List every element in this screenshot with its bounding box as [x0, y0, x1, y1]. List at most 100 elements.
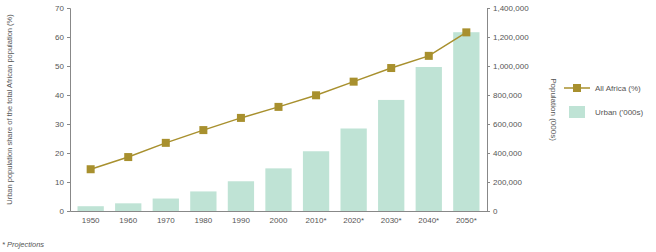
- marker: [162, 139, 170, 147]
- tick-label: 0: [493, 207, 498, 216]
- bars: [78, 32, 480, 211]
- tick: 1950: [82, 216, 100, 225]
- axis-line: [71, 211, 488, 212]
- tick-mark: [67, 8, 70, 9]
- bar: [453, 32, 479, 211]
- tick-mark: [487, 8, 490, 9]
- tick: 1,400,000: [487, 4, 529, 13]
- marker: [462, 28, 470, 36]
- tick-mark: [67, 153, 70, 154]
- tick: 2030*: [381, 216, 402, 225]
- bar: [416, 67, 442, 211]
- line: [91, 32, 467, 169]
- x-axis: 1950196019701980199020002010*2020*2030*2…: [71, 212, 488, 225]
- tick-label: 0: [60, 207, 65, 216]
- tick-mark: [487, 124, 490, 125]
- tick-label: 50: [55, 62, 64, 71]
- legend-label: All Africa (%): [595, 84, 641, 93]
- tick-label: 1,200,000: [493, 33, 529, 42]
- bar: [228, 181, 254, 211]
- legend-swatch: [569, 106, 585, 118]
- tick-mark: [67, 95, 70, 96]
- tick: 0: [487, 207, 498, 216]
- footnote: * Projections: [2, 240, 44, 249]
- legend-label: Urban ('000s): [595, 108, 644, 117]
- tick: 1980: [194, 216, 212, 225]
- tick-label: 30: [55, 120, 64, 129]
- tick: 10: [55, 178, 70, 187]
- tick: 30: [55, 120, 70, 129]
- legend-marker: [573, 84, 581, 92]
- tick: 1960: [119, 216, 137, 225]
- tick: 1,200,000: [487, 33, 529, 42]
- legend-item: All Africa (%): [564, 84, 641, 93]
- tick-label: 1990: [232, 216, 250, 225]
- tick-mark: [487, 95, 490, 96]
- tick: 200,000: [487, 178, 522, 187]
- tick-label: 2040*: [418, 216, 439, 225]
- bar: [153, 199, 179, 211]
- tick: 2040*: [418, 216, 439, 225]
- marker: [275, 103, 283, 111]
- bar: [190, 191, 216, 211]
- tick: 2000: [270, 216, 288, 225]
- tick-label: 20: [55, 149, 64, 158]
- tick-label: 2050*: [456, 216, 477, 225]
- marker: [387, 64, 395, 72]
- tick-label: 2030*: [381, 216, 402, 225]
- tick-label: 800,000: [493, 91, 522, 100]
- tick-mark: [487, 66, 490, 67]
- marker: [237, 114, 245, 122]
- tick-mark: [487, 37, 490, 38]
- y2-axis-title: Population (000s): [549, 78, 558, 141]
- axis-line: [488, 9, 491, 212]
- marker: [425, 52, 433, 60]
- tick-label: 1,400,000: [493, 4, 529, 13]
- tick-label: 400,000: [493, 149, 522, 158]
- legend-item: Urban ('000s): [569, 106, 644, 118]
- bar: [378, 100, 404, 211]
- marker: [350, 78, 358, 86]
- tick-mark: [67, 182, 70, 183]
- tick: 400,000: [487, 149, 522, 158]
- tick: 60: [55, 33, 70, 42]
- marks: [78, 28, 480, 211]
- tick-mark: [487, 182, 490, 183]
- tick: 40: [55, 91, 70, 100]
- tick-mark: [67, 66, 70, 67]
- tick-mark: [487, 153, 490, 154]
- tick-mark: [67, 124, 70, 125]
- marker: [87, 165, 95, 173]
- chart: 0 10 20 30 40 50 60 70 0 200,000 400,000 600,000 800…: [0, 0, 656, 252]
- tick: 2050*: [456, 216, 477, 225]
- tick: 1,000,000: [487, 62, 529, 71]
- bar: [265, 168, 291, 211]
- markers: [87, 28, 471, 173]
- tick: 800,000: [487, 91, 522, 100]
- tick-mark: [67, 211, 70, 212]
- tick: 0: [60, 207, 70, 216]
- marker: [312, 91, 320, 99]
- bar: [303, 151, 329, 211]
- bar: [340, 128, 366, 211]
- y-axis: 0 10 20 30 40 50 60 70: [55, 4, 70, 216]
- tick: 2010*: [306, 216, 327, 225]
- legend: All Africa (%) Urban ('000s): [564, 84, 644, 118]
- tick-label: 600,000: [493, 120, 522, 129]
- tick: 600,000: [487, 120, 522, 129]
- tick-mark: [67, 37, 70, 38]
- plot: 0 10 20 30 40 50 60 70 0 200,000 400,000 600,000 800…: [55, 4, 529, 225]
- y-axis-title: Urban population share of the total Afri…: [5, 14, 14, 205]
- tick-label: 2010*: [306, 216, 327, 225]
- bar: [115, 203, 141, 211]
- marker: [199, 126, 207, 134]
- tick: 50: [55, 62, 70, 71]
- tick-label: 1980: [194, 216, 212, 225]
- y2-axis: 0 200,000 400,000 600,000 800,000 1,000,000 1,…: [487, 4, 529, 216]
- tick-label: 40: [55, 91, 64, 100]
- tick: 70: [55, 4, 70, 13]
- tick: 20: [55, 149, 70, 158]
- marker: [124, 153, 132, 161]
- tick: 2020*: [343, 216, 364, 225]
- tick-label: 1950: [82, 216, 100, 225]
